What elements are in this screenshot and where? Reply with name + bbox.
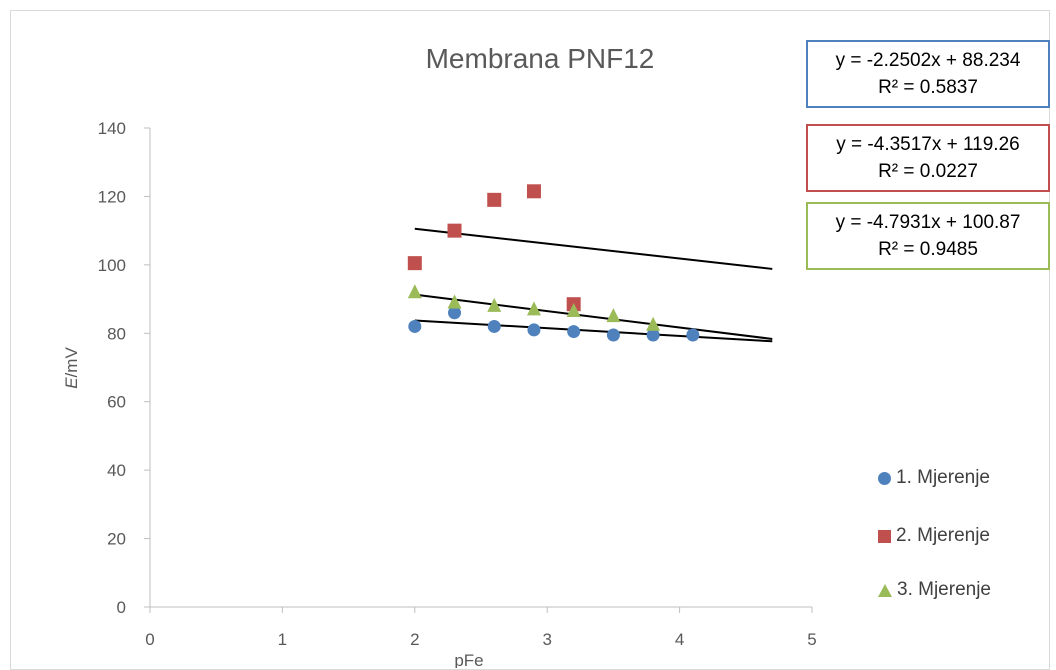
y-tick-label: 60	[107, 393, 126, 412]
trendlines	[414, 227, 773, 343]
x-tick-label: 4	[675, 630, 684, 649]
trendline-r2: R² = 0.9485	[878, 239, 978, 260]
legend-label: 3. Mjerenje	[897, 579, 991, 600]
circle-marker-icon	[878, 471, 891, 485]
trendline-equation-box-series-1: y = -2.2502x + 88.234 R² = 0.5837	[806, 40, 1050, 108]
data-point-square	[407, 256, 422, 271]
square-marker-icon	[878, 529, 891, 543]
x-tick-label: 5	[807, 630, 816, 649]
x-tick-label: 1	[278, 630, 287, 649]
data-point-circle	[408, 319, 422, 333]
data-point-square	[447, 223, 462, 238]
y-tick-label: 0	[117, 598, 126, 617]
axes: 0 20 40 60 80 100 120 140 0 1 2 3 4 5	[98, 119, 817, 649]
data-point-circle	[527, 323, 541, 337]
trendline-equation-box-series-3: y = -4.7931x + 100.87 R² = 0.9485	[806, 202, 1050, 270]
x-tick-label: 3	[542, 630, 551, 649]
y-axis-label-unit: /mV	[62, 347, 81, 378]
data-point-triangle	[487, 297, 502, 312]
data-points	[407, 184, 700, 342]
data-point-triangle	[606, 308, 621, 323]
data-point-triangle	[447, 294, 462, 309]
legend-item-series-1: 1. Mjerenje	[878, 463, 990, 493]
trendline-equation: y = -4.3517x + 119.26	[836, 134, 1020, 155]
chart-title: Membrana PNF12	[426, 43, 655, 74]
data-point-triangle	[566, 303, 581, 318]
y-tick-label: 120	[98, 187, 126, 206]
data-point-circle	[448, 306, 462, 320]
trendline	[414, 319, 773, 343]
y-tick-label: 20	[107, 530, 126, 549]
trendline-r2: R² = 0.5837	[878, 77, 978, 98]
y-axis-label-italic: E	[62, 377, 81, 389]
trendline-equation: y = -4.7931x + 100.87	[835, 212, 1021, 233]
data-point-triangle	[646, 316, 661, 331]
triangle-marker-icon	[878, 583, 892, 597]
data-point-square	[487, 192, 502, 207]
data-point-square	[526, 184, 541, 199]
data-point-triangle	[407, 284, 422, 299]
data-point-circle	[487, 319, 501, 333]
y-tick-label: 140	[98, 119, 126, 138]
y-tick-label: 100	[98, 256, 126, 275]
legend-label: 1. Mjerenje	[896, 467, 990, 488]
x-axis-label: pFe	[454, 651, 483, 668]
data-point-circle	[606, 328, 620, 342]
legend-item-series-2: 2. Mjerenje	[878, 521, 990, 551]
x-tick-label: 0	[145, 630, 154, 649]
y-axis-label: E/mV	[62, 347, 81, 389]
trendline-r2: R² = 0.0227	[878, 161, 978, 182]
trendline-equation-box-series-2: y = -4.3517x + 119.26 R² = 0.0227	[806, 124, 1050, 192]
data-point-triangle	[526, 301, 541, 316]
legend-item-series-3: 3. Mjerenje	[878, 575, 991, 605]
data-point-circle	[686, 328, 700, 342]
trendline-equation: y = -2.2502x + 88.234	[835, 50, 1021, 71]
data-point-circle	[646, 328, 660, 342]
y-tick-label: 80	[107, 324, 126, 343]
data-point-circle	[567, 325, 581, 339]
legend-label: 2. Mjerenje	[896, 525, 990, 546]
y-tick-label: 40	[107, 461, 126, 480]
trendline	[414, 293, 773, 340]
trendline	[414, 227, 773, 270]
x-tick-label: 2	[410, 630, 419, 649]
